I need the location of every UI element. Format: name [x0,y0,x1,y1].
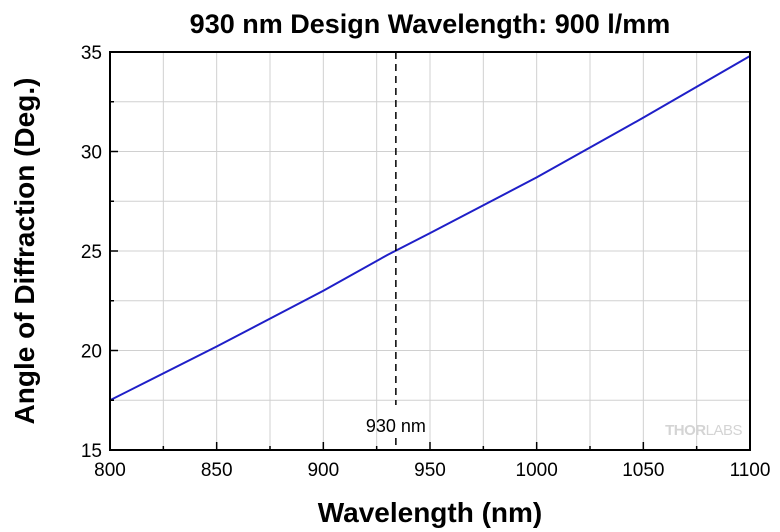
logo-suffix: LABS [706,422,743,439]
y-tick-label: 35 [81,43,102,64]
x-tick-label: 1100 [730,460,771,481]
series-line [109,55,751,402]
x-tick-label: 850 [201,460,233,481]
y-axis-label: Angle of Diffraction (Deg.) [9,78,40,425]
tick-marks [109,51,751,451]
design-wavelength-label: 930 nm [366,416,426,436]
y-tick-label: 20 [81,342,102,363]
x-tick-labels: 800 850 900 950 1000 1050 1100 [94,460,770,481]
x-tick-label: 900 [307,460,339,481]
series-group [109,55,751,402]
x-axis-label: Wavelength (nm) [318,497,543,528]
x-tick-label: 950 [414,460,446,481]
logo-prefix: THOR [665,422,706,439]
y-tick-labels: 15 20 25 30 35 [81,43,102,462]
grid-lines [110,52,750,450]
x-tick-label: 1050 [622,460,664,481]
chart-title: 930 nm Design Wavelength: 900 l/mm [190,9,671,39]
thorlabs-logo: THORLABS [665,422,742,439]
y-tick-label: 15 [81,441,102,462]
annotation-group: 930 nm [366,52,426,450]
x-tick-label: 800 [94,460,126,481]
y-tick-label: 25 [81,242,102,263]
x-tick-label: 1000 [516,460,558,481]
y-tick-label: 30 [81,143,102,164]
